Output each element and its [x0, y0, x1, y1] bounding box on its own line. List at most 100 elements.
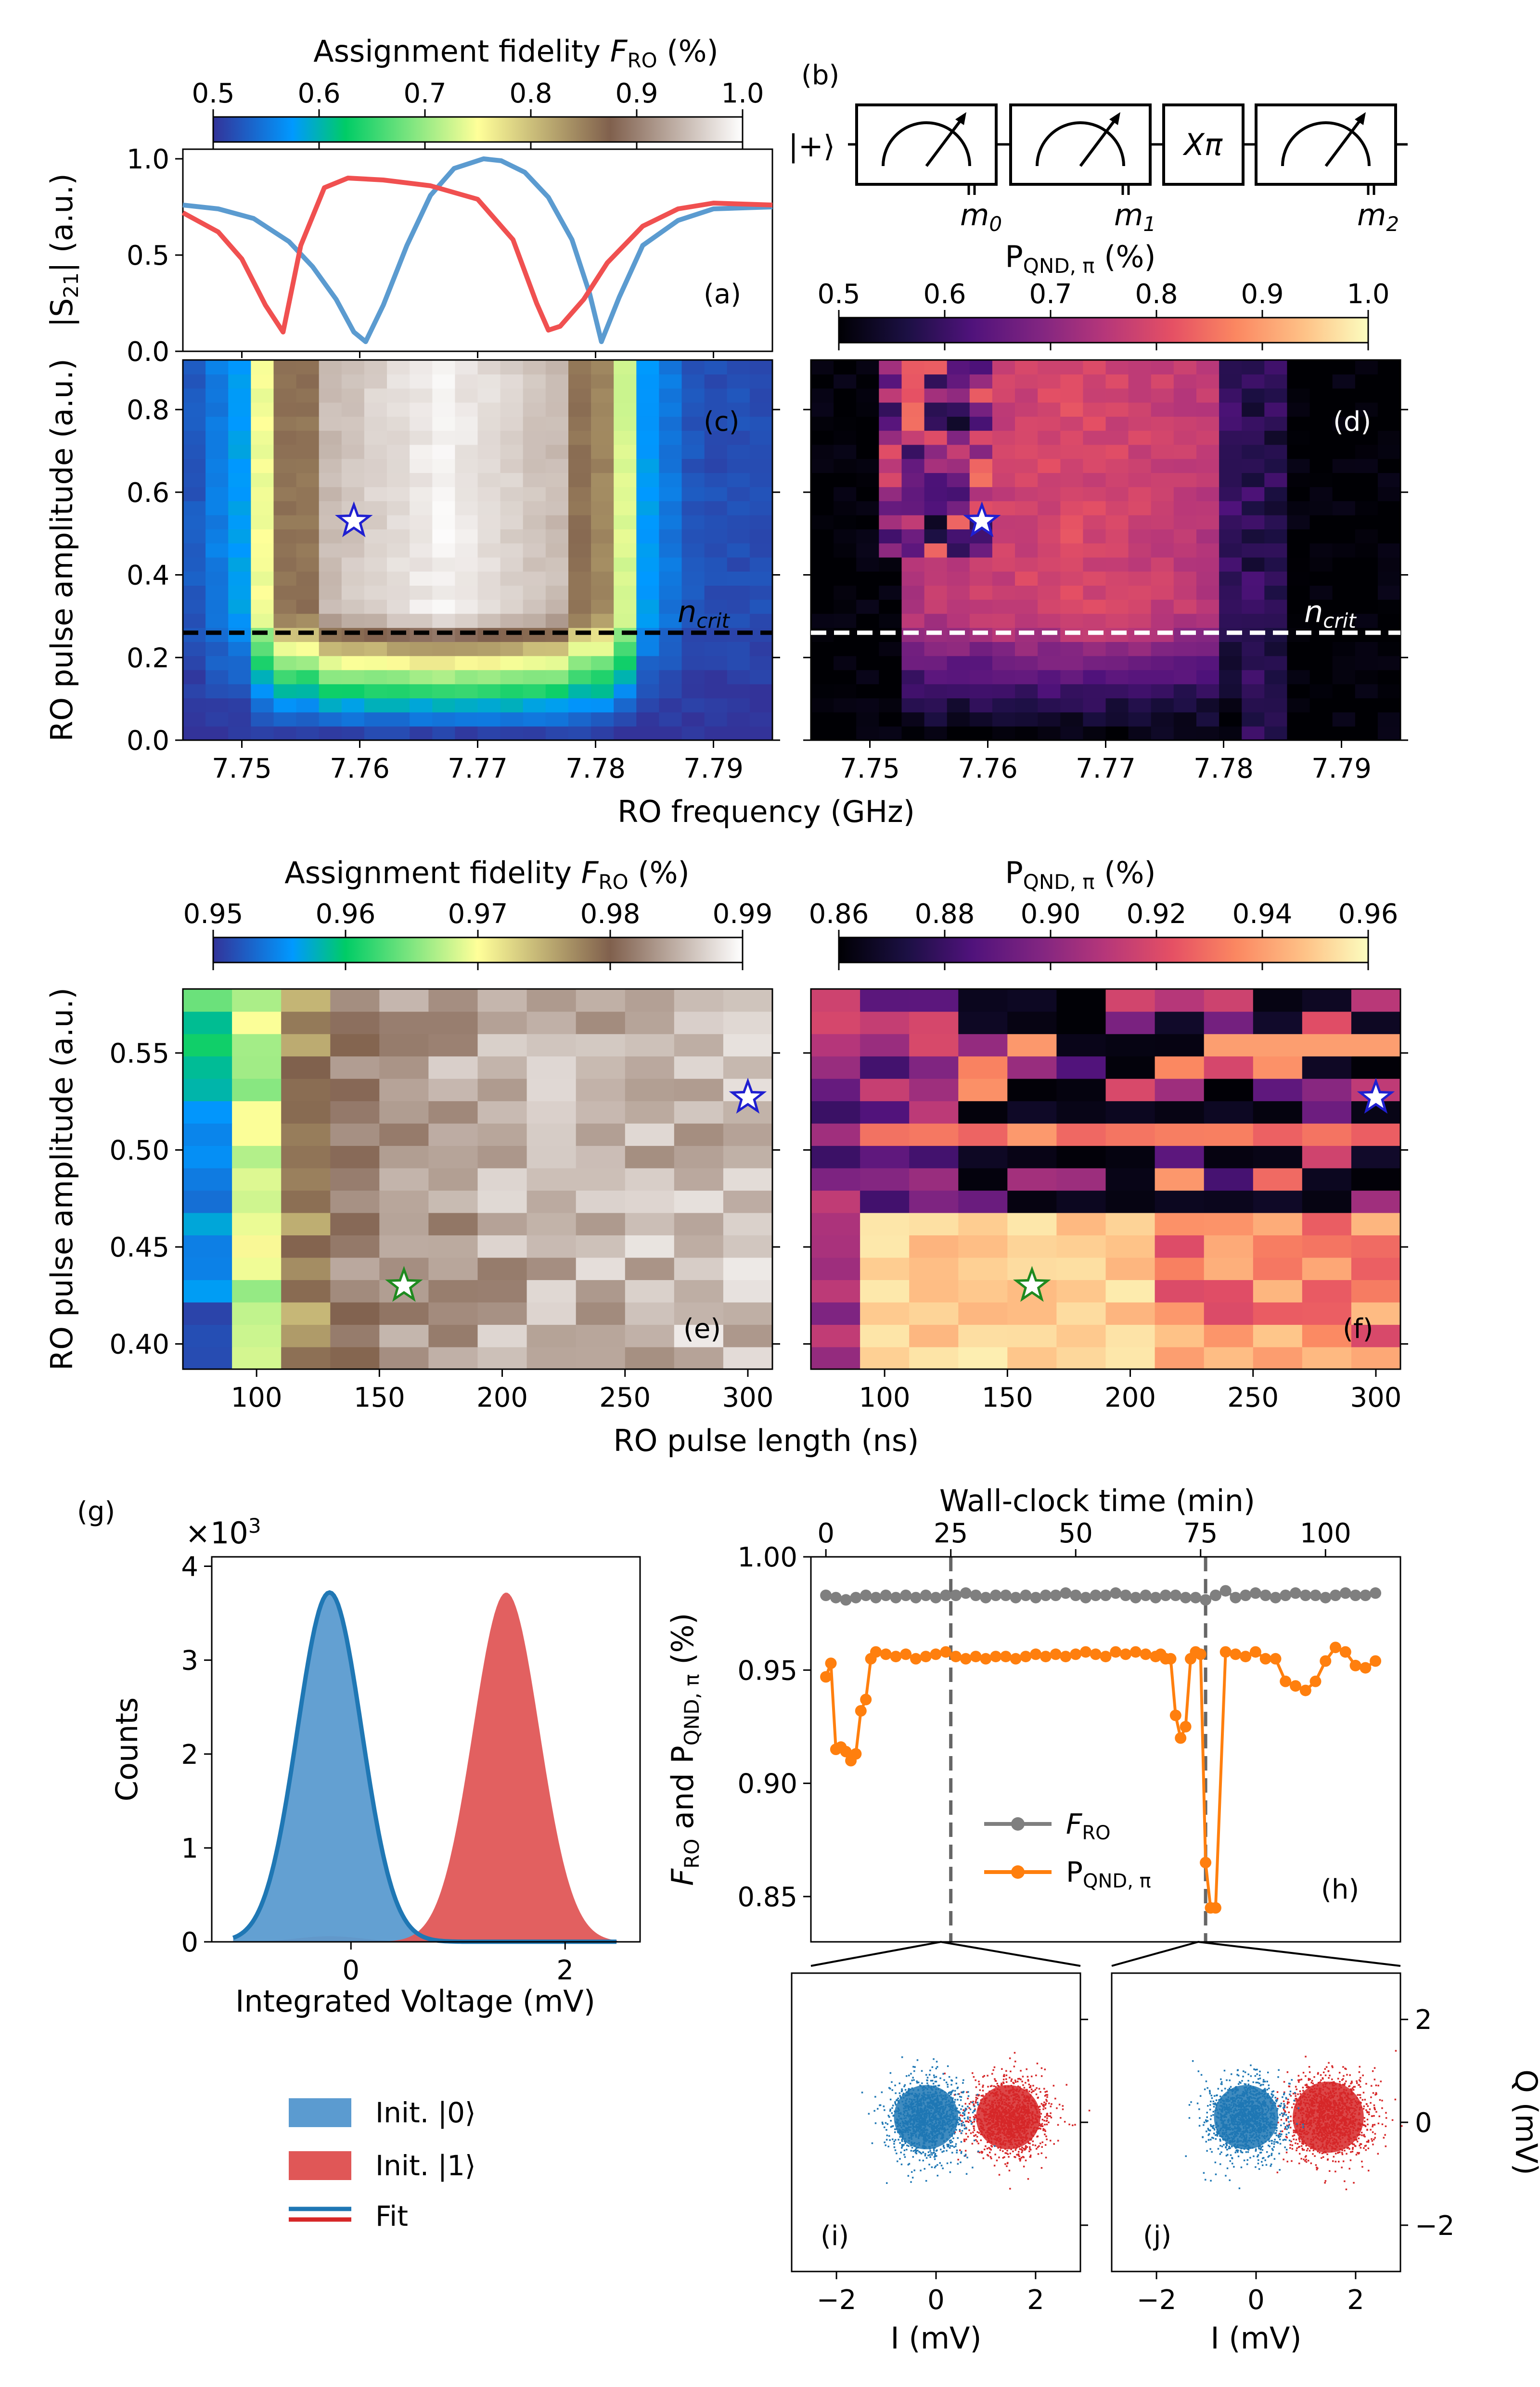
heatmap-cell [1105, 529, 1129, 544]
heatmap-cell [958, 1347, 1008, 1370]
series-point [1330, 1590, 1341, 1601]
heatmap-cell [500, 500, 524, 515]
heatmap-cell [319, 402, 342, 417]
heatmap-cell [856, 360, 880, 375]
iq-point [1064, 2121, 1066, 2123]
heatmap-cell [1105, 712, 1129, 727]
heatmap-cell [364, 669, 387, 684]
series-point [1309, 1590, 1322, 1601]
iq-point [1046, 2113, 1048, 2115]
iq-point [996, 2159, 998, 2161]
heatmap-cell [674, 989, 724, 1012]
iq-point [953, 2132, 955, 2135]
iq-point [953, 2094, 956, 2096]
heatmap-cell [319, 388, 342, 403]
heatmap-cell [659, 444, 682, 459]
heatmap-cell [681, 543, 705, 558]
iq-point [959, 2095, 961, 2098]
heatmap-cell [834, 458, 857, 473]
heatmap-cell [1015, 712, 1038, 727]
heatmap-cell [568, 473, 591, 488]
heatmap-cell [992, 360, 1015, 375]
heatmap-cell [1204, 1056, 1254, 1079]
iq-point [980, 2133, 982, 2135]
heatmap-cell [856, 571, 880, 586]
heatmap-cell [636, 642, 660, 656]
heatmap-cell [591, 669, 614, 684]
heatmap-cell [1007, 1324, 1057, 1348]
heatmap-cell [341, 458, 365, 473]
heatmap-cell [909, 1145, 959, 1168]
heatmap-cell [379, 1190, 429, 1213]
iq-point [931, 2079, 934, 2082]
series-point [820, 1590, 832, 1601]
heatmap-cell [1302, 989, 1352, 1012]
heatmap-cell [432, 500, 456, 515]
heatmap-cell [811, 1145, 860, 1168]
heatmap-cell [901, 543, 925, 558]
heatmap-cell [704, 684, 728, 699]
iq-point [962, 2121, 964, 2123]
heatmap-cell [1060, 487, 1084, 501]
iq-point [988, 2147, 990, 2149]
heatmap-cell [455, 543, 478, 558]
heatmap-cell [1060, 388, 1084, 403]
iq-point [1005, 2078, 1007, 2080]
heatmap-cell [205, 613, 229, 628]
heatmap-cell [856, 655, 880, 670]
heatmap-cell [1105, 1145, 1155, 1168]
heatmap-cell [251, 571, 274, 586]
heatmap-cell [330, 989, 380, 1012]
heatmap-cell [1083, 500, 1106, 515]
heatmap-cell [1309, 684, 1333, 699]
iq-point [973, 2129, 975, 2131]
iq-point [973, 2125, 975, 2127]
heatmap-cell [1083, 473, 1106, 488]
heatmap-cell [1377, 416, 1401, 431]
heatmap-cell [947, 529, 970, 544]
heatmap-cell [1173, 374, 1197, 389]
heatmap-cell [901, 487, 925, 501]
heatmap-cell [296, 684, 320, 699]
heatmap-cell [992, 444, 1015, 459]
y-tick-label: 1 [181, 1833, 198, 1864]
heatmap-cell [183, 599, 206, 614]
colorbar-tick-label: 0.94 [1232, 898, 1293, 930]
iq-point [1040, 2103, 1043, 2105]
heatmap-cell [879, 402, 902, 417]
heatmap-cell [1196, 599, 1219, 614]
heatmap-cell [410, 557, 433, 572]
heatmap-cell [901, 571, 925, 586]
heatmap-cell [296, 712, 320, 727]
heatmap-cell [811, 613, 834, 628]
heatmap-cell [1219, 571, 1242, 586]
heatmap-cell [1219, 712, 1242, 727]
series-point [1090, 1590, 1102, 1601]
iq-point [974, 2118, 975, 2121]
heatmap-cell [1105, 444, 1129, 459]
iq-point [929, 2069, 931, 2071]
y-tick-label: 2 [181, 1739, 198, 1771]
iq-point [963, 2125, 966, 2127]
iq-point [982, 2095, 984, 2097]
iq-point [987, 2155, 989, 2157]
heatmap-cell [860, 1078, 910, 1102]
colorbar-d-label: PQND, π (%) [1005, 239, 1155, 278]
heatmap-cell [526, 1145, 577, 1168]
iq-point [980, 2139, 982, 2142]
iq-point [894, 2139, 897, 2141]
heatmap-cell [319, 444, 342, 459]
iq-point [1005, 2074, 1008, 2077]
iq-point [910, 2150, 912, 2152]
series-point [870, 1646, 882, 1658]
heatmap-cell [455, 500, 478, 515]
iq-point [924, 2155, 926, 2156]
heatmap-cell [523, 529, 546, 544]
colorbar-tick-label: 0.96 [1338, 898, 1399, 930]
heatmap-cell [591, 585, 614, 600]
heatmap-cell [228, 388, 252, 403]
heatmap-cell [992, 543, 1015, 558]
iq-point [962, 2109, 964, 2111]
heatmap-cell [1015, 487, 1038, 501]
iq-point [952, 2137, 954, 2139]
